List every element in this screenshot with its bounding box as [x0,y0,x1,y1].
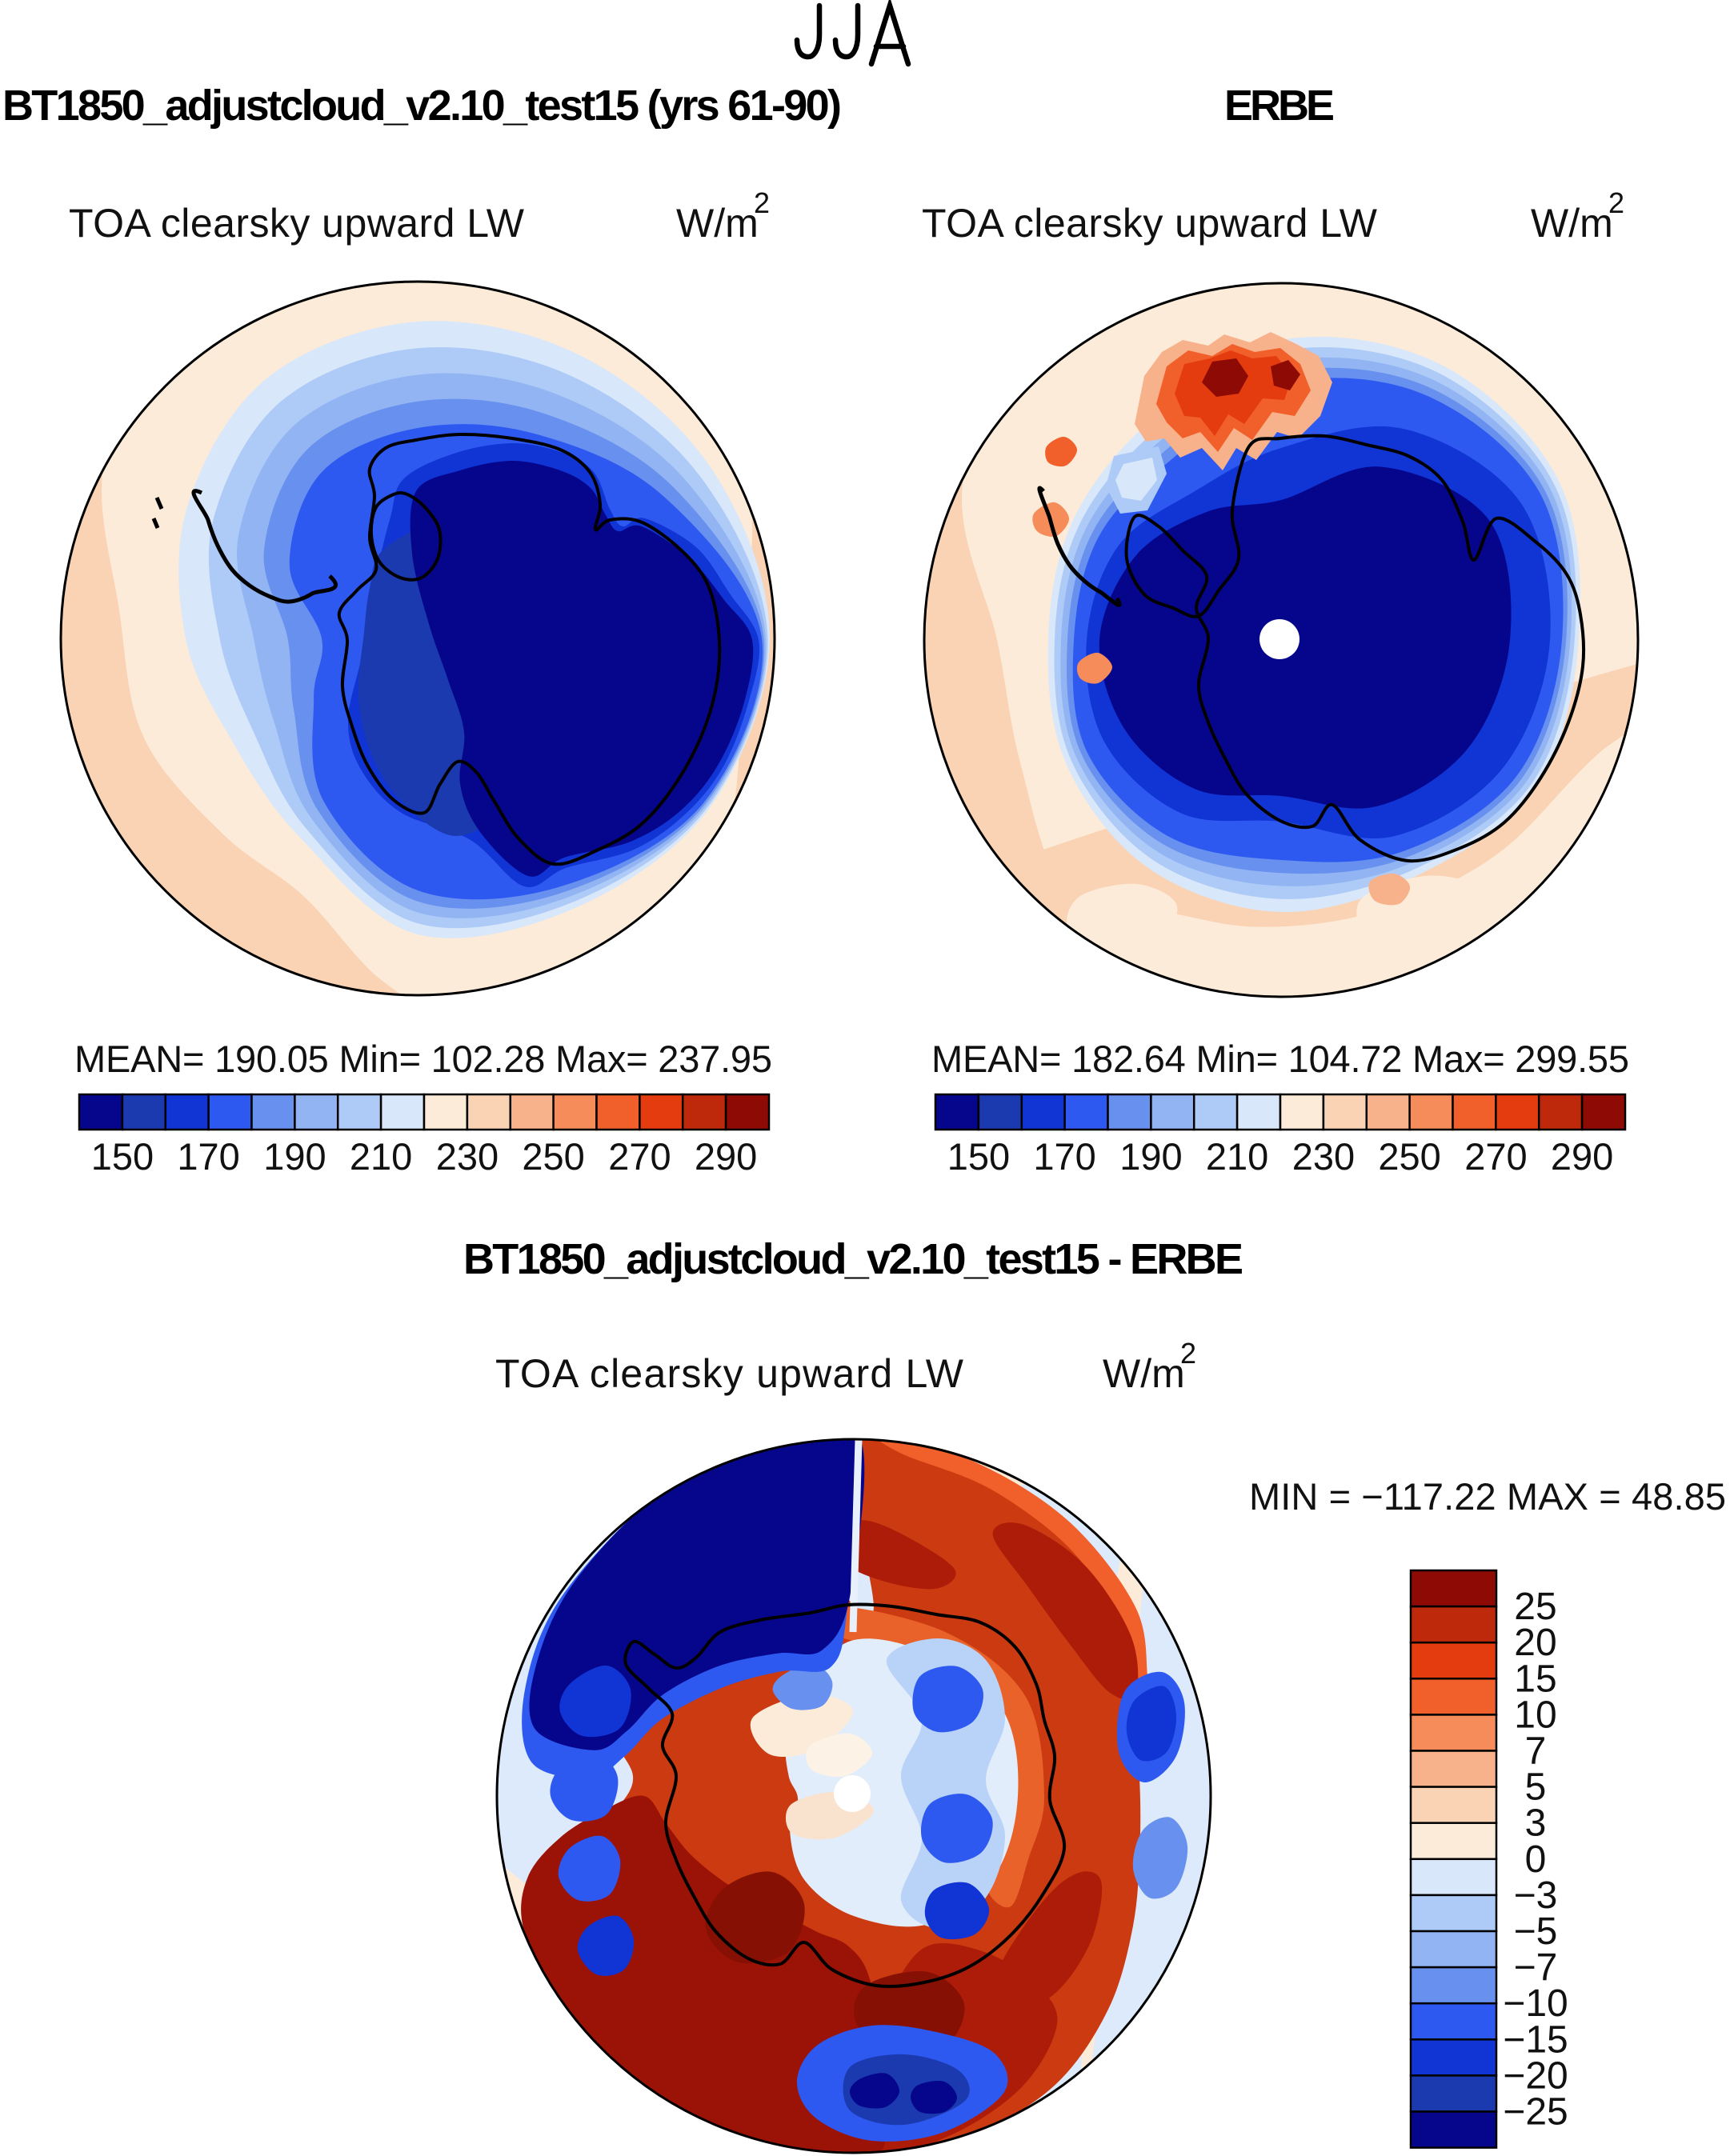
svg-text:−10: −10 [1503,1982,1568,2025]
svg-text:3: 3 [1525,1802,1547,1845]
svg-text:290: 290 [695,1135,757,1178]
svg-text:TOA clearsky upward LW: TOA clearsky upward LW [922,201,1378,246]
svg-text:−5: −5 [1514,1910,1558,1953]
svg-text:7: 7 [1525,1730,1547,1773]
svg-text:5: 5 [1525,1766,1547,1809]
svg-text:−3: −3 [1514,1874,1558,1917]
svg-text:210: 210 [350,1135,412,1178]
svg-text:W/m: W/m [1531,201,1613,246]
svg-text:−20: −20 [1503,2054,1568,2097]
svg-text:250: 250 [1378,1135,1440,1178]
svg-text:250: 250 [522,1135,584,1178]
svg-text:W/m: W/m [1103,1351,1185,1396]
svg-text:MEAN= 182.64 Min= 104.72: MEAN= 182.64 Min= 104.72 Max= 299.55 [931,1038,1629,1080]
svg-text:170: 170 [177,1135,239,1178]
svg-text:290: 290 [1551,1135,1613,1178]
svg-text:150: 150 [947,1135,1010,1178]
svg-text:W/m: W/m [676,201,759,246]
svg-text:2: 2 [1180,1337,1196,1370]
svg-text:0: 0 [1525,1838,1547,1881]
svg-text:−25: −25 [1503,2091,1568,2134]
svg-text:TOA clearsky upward LW: TOA clearsky upward LW [69,201,525,246]
svg-text:150: 150 [91,1135,154,1178]
svg-text:270: 270 [608,1135,671,1178]
svg-text:230: 230 [436,1135,499,1178]
svg-text:−15: −15 [1503,2018,1568,2061]
svg-text:2: 2 [754,186,770,219]
svg-text:MIN = −117.22 MAX = 48.: MIN = −117.22 MAX = 48.85 [1249,1475,1726,1518]
svg-text:270: 270 [1464,1135,1527,1178]
svg-text:170: 170 [1033,1135,1095,1178]
svg-text:230: 230 [1292,1135,1355,1178]
svg-text:TOA clearsky upward LW: TOA clearsky upward LW [495,1351,964,1396]
svg-text:190: 190 [1119,1135,1182,1178]
svg-text:2: 2 [1608,186,1624,219]
svg-text:10: 10 [1514,1694,1556,1736]
svg-text:190: 190 [263,1135,326,1178]
svg-text:BT1850_adjustcloud_v2.10_test1: BT1850_adjustcloud_v2.10_test15 - ERBE [463,1235,1243,1283]
svg-text:BT1850_adjustcloud_v2.10_test1: BT1850_adjustcloud_v2.10_test15 (yrs 61-… [2,82,842,130]
svg-text:25: 25 [1514,1586,1556,1628]
svg-text:MEAN= 190.05 Min= 102.28: MEAN= 190.05 Min= 102.28 Max= 237.95 [74,1038,772,1080]
svg-text:15: 15 [1514,1658,1556,1700]
svg-text:210: 210 [1206,1135,1268,1178]
svg-text:−7: −7 [1514,1946,1558,1989]
svg-text:20: 20 [1514,1622,1556,1664]
svg-text:ERBE: ERBE [1224,82,1335,130]
